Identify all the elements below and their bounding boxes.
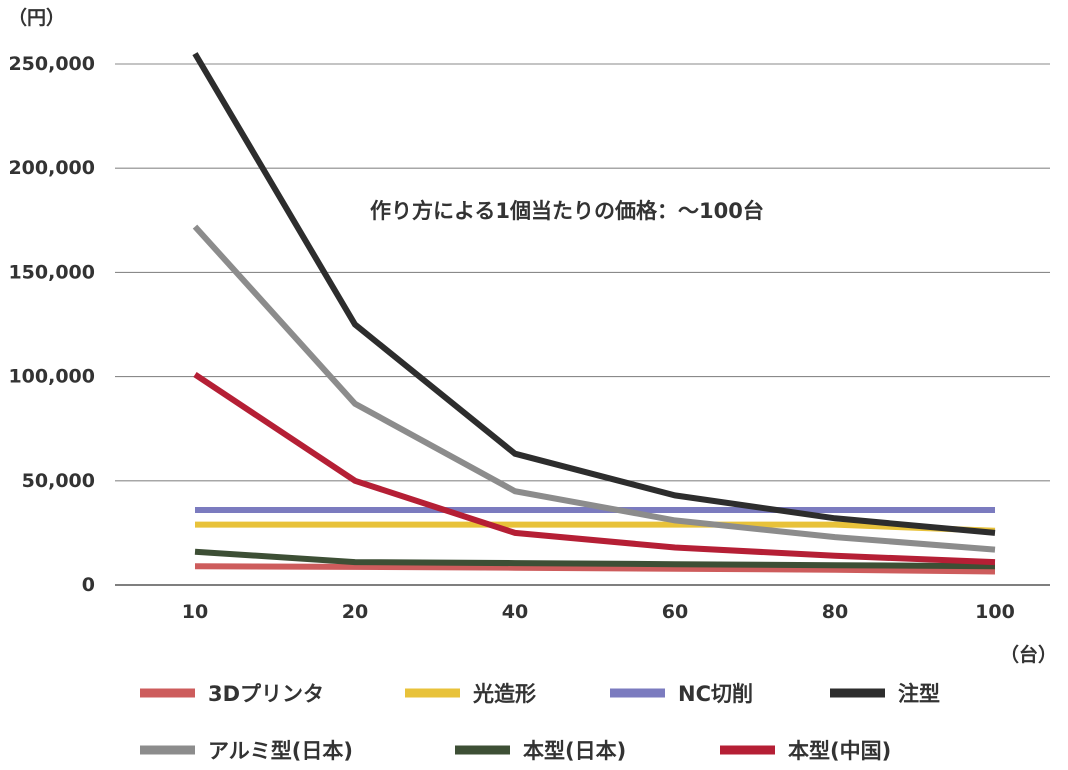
- y-tick-label: 250,000: [8, 53, 95, 75]
- series-line-4: [192, 224, 996, 553]
- x-axis-unit-label: （台）: [1000, 643, 1057, 666]
- y-tick-label: 200,000: [8, 157, 95, 179]
- series-lines: [192, 52, 996, 575]
- y-tick-label: 150,000: [8, 261, 95, 283]
- legend-item-5: 本型(日本): [455, 739, 626, 763]
- chart-title: 作り方による1個当たりの価格：～100台: [370, 199, 764, 223]
- legend-label: アルミ型(日本): [208, 739, 353, 763]
- legend-label: 本型(中国): [788, 739, 891, 763]
- gridlines: [115, 63, 1050, 586]
- x-tick-label: 60: [662, 601, 688, 623]
- series-line-3: [192, 52, 996, 536]
- legend-label: NC切削: [678, 682, 753, 706]
- legend-item-1: 光造形: [405, 682, 536, 706]
- legend-item-0: 3Dプリンタ: [140, 682, 324, 706]
- y-axis-unit-label: （円）: [8, 6, 65, 29]
- y-tick-label: 50,000: [22, 470, 95, 492]
- series-line-1: [195, 521, 996, 534]
- legend-label: 光造形: [472, 682, 536, 706]
- legend-item-3: 注型: [830, 682, 940, 706]
- legend-label: 注型: [898, 682, 940, 706]
- x-tick-label: 80: [822, 601, 848, 623]
- y-tick-label: 0: [82, 574, 95, 596]
- x-tick-label: 20: [342, 601, 368, 623]
- series-line-6: [193, 372, 996, 566]
- x-axis-tick-labels: 10 20 40 60 80 100: [182, 601, 1015, 623]
- legend-item-4: アルミ型(日本): [140, 739, 353, 763]
- x-tick-label: 10: [182, 601, 208, 623]
- y-tick-label: 100,000: [8, 366, 95, 388]
- legend-item-6: 本型(中国): [720, 739, 891, 763]
- x-tick-label: 40: [502, 601, 528, 623]
- legend-item-2: NC切削: [610, 682, 753, 706]
- legend-label: 3Dプリンタ: [208, 682, 324, 706]
- x-tick-label: 100: [975, 601, 1015, 623]
- y-axis-tick-labels: 0 50,000 100,000 150,000 200,000 250,000: [8, 53, 95, 596]
- series-line-5: [194, 548, 996, 570]
- legend-label: 本型(日本): [523, 739, 626, 763]
- series-line-0: [194, 563, 996, 575]
